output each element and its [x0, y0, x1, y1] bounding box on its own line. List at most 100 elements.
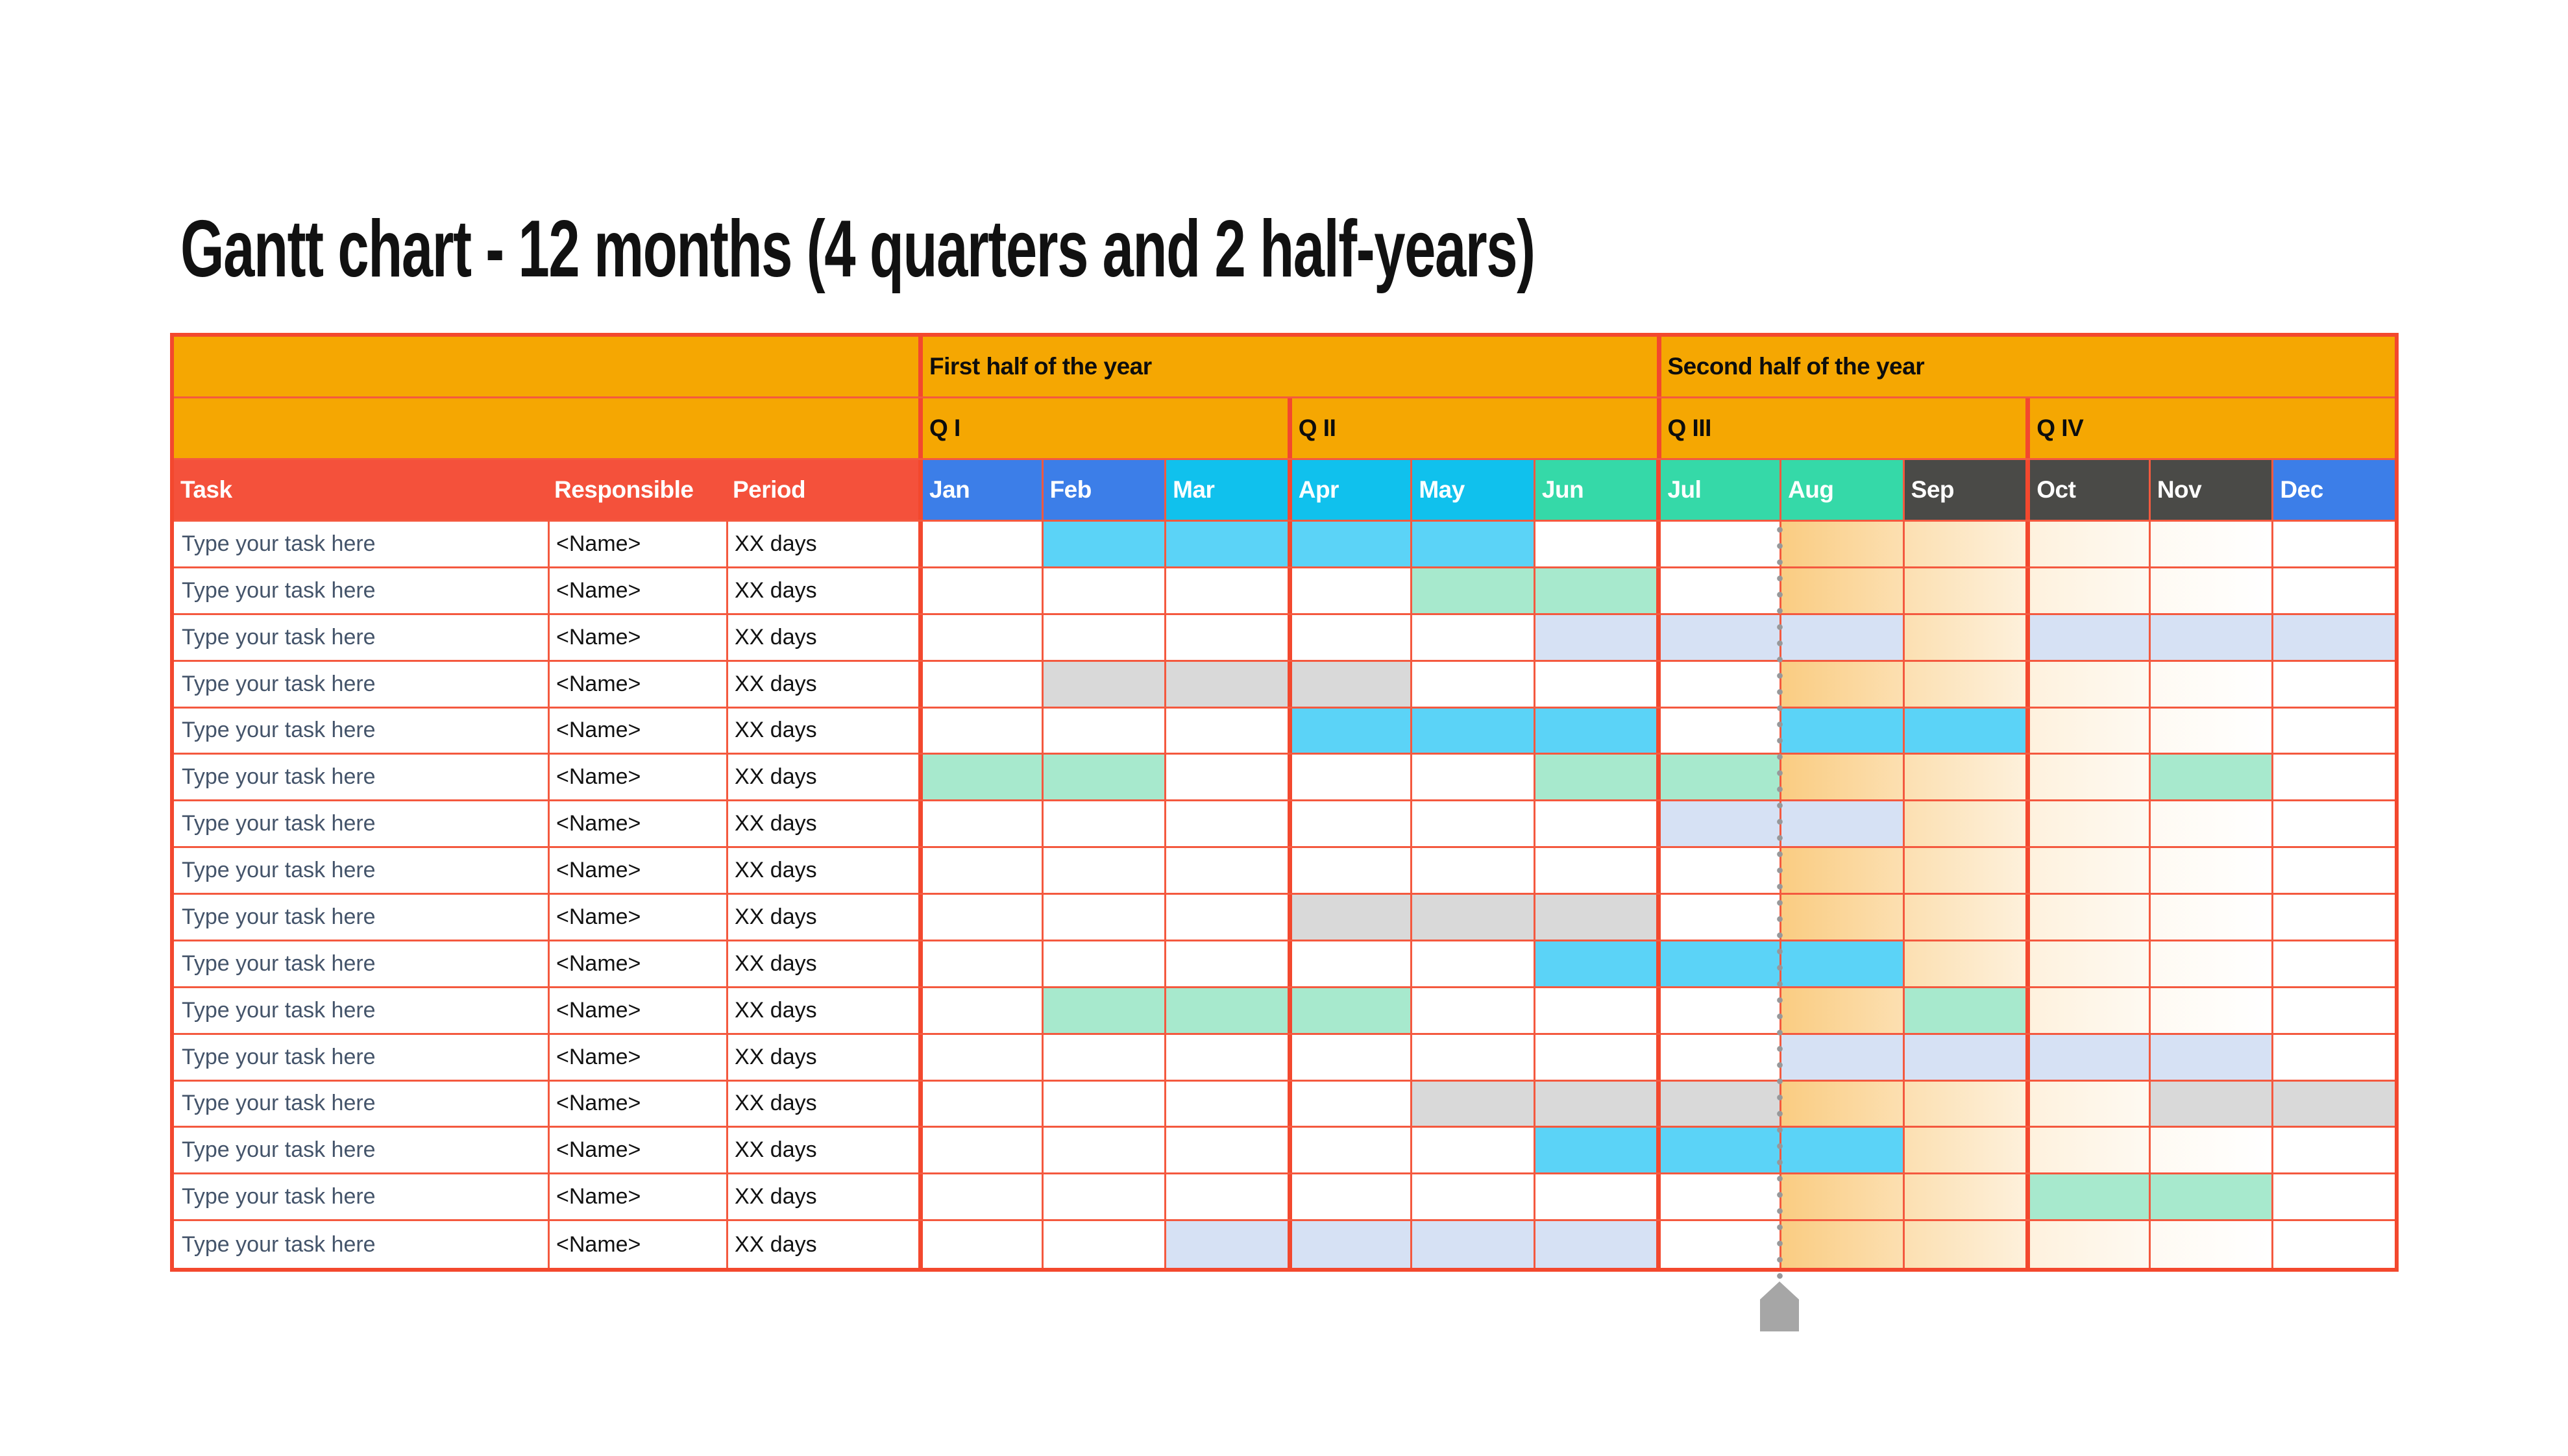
period-cell[interactable]: XX days: [726, 801, 918, 847]
month-cell-jun[interactable]: [1533, 1034, 1657, 1080]
month-cell-dec[interactable]: [2271, 522, 2395, 566]
responsible-cell[interactable]: <Name>: [548, 522, 726, 566]
month-cell-jun[interactable]: [1533, 1221, 1657, 1268]
month-cell-dec[interactable]: [2271, 1081, 2395, 1126]
month-cell-mar[interactable]: [1164, 614, 1288, 660]
month-cell-sep[interactable]: [1902, 988, 2026, 1033]
month-cell-jul[interactable]: [1656, 1221, 1779, 1268]
month-cell-oct[interactable]: [2025, 1174, 2149, 1220]
responsible-cell[interactable]: <Name>: [548, 1174, 726, 1220]
period-cell[interactable]: XX days: [726, 1128, 918, 1173]
responsible-cell[interactable]: <Name>: [548, 848, 726, 893]
month-cell-jan[interactable]: [918, 1174, 1042, 1220]
month-cell-aug[interactable]: [1779, 1034, 1903, 1080]
month-cell-jan[interactable]: [918, 708, 1042, 753]
month-cell-jan[interactable]: [918, 1081, 1042, 1126]
month-cell-mar[interactable]: [1164, 941, 1288, 986]
month-cell-nov[interactable]: [2148, 941, 2272, 986]
month-cell-oct[interactable]: [2025, 848, 2149, 893]
month-cell-jan[interactable]: [918, 614, 1042, 660]
month-cell-sep[interactable]: [1902, 1081, 2026, 1126]
month-cell-dec[interactable]: [2271, 801, 2395, 847]
period-cell[interactable]: XX days: [726, 522, 918, 566]
task-cell[interactable]: Type your task here: [174, 1128, 548, 1173]
month-cell-aug[interactable]: [1779, 988, 1903, 1033]
month-cell-may[interactable]: [1410, 895, 1534, 940]
month-cell-mar[interactable]: [1164, 1081, 1288, 1126]
period-cell[interactable]: XX days: [726, 661, 918, 707]
month-cell-oct[interactable]: [2025, 895, 2149, 940]
period-cell[interactable]: XX days: [726, 1081, 918, 1126]
month-cell-nov[interactable]: [2148, 1221, 2272, 1268]
month-cell-jul[interactable]: [1656, 1128, 1780, 1173]
month-cell-sep[interactable]: [1902, 801, 2026, 847]
month-cell-jun[interactable]: [1533, 801, 1657, 847]
month-cell-jan[interactable]: [918, 848, 1042, 893]
month-cell-jun[interactable]: [1533, 614, 1657, 660]
task-cell[interactable]: Type your task here: [174, 1221, 548, 1268]
month-cell-nov[interactable]: [2148, 708, 2272, 753]
month-cell-may[interactable]: [1410, 568, 1534, 613]
month-cell-apr[interactable]: [1287, 1128, 1411, 1173]
month-cell-feb[interactable]: [1041, 1128, 1165, 1173]
month-cell-mar[interactable]: [1164, 522, 1288, 566]
month-cell-feb[interactable]: [1041, 661, 1165, 707]
month-cell-nov[interactable]: [2148, 661, 2272, 707]
task-cell[interactable]: Type your task here: [174, 895, 548, 940]
month-cell-jan[interactable]: [918, 1221, 1042, 1268]
month-cell-dec[interactable]: [2271, 661, 2395, 707]
month-cell-jan[interactable]: [918, 988, 1042, 1033]
month-cell-jul[interactable]: [1656, 1081, 1780, 1126]
month-cell-may[interactable]: [1410, 522, 1534, 566]
responsible-cell[interactable]: <Name>: [548, 708, 726, 753]
month-cell-oct[interactable]: [2025, 661, 2149, 707]
month-cell-dec[interactable]: [2271, 755, 2395, 800]
month-cell-apr[interactable]: [1287, 1221, 1411, 1268]
month-cell-dec[interactable]: [2271, 988, 2395, 1033]
month-cell-sep[interactable]: [1902, 1128, 2026, 1173]
task-cell[interactable]: Type your task here: [174, 1174, 548, 1220]
month-cell-dec[interactable]: [2271, 1174, 2395, 1220]
period-cell[interactable]: XX days: [726, 568, 918, 613]
month-cell-dec[interactable]: [2271, 895, 2395, 940]
month-cell-oct[interactable]: [2025, 941, 2149, 986]
month-cell-feb[interactable]: [1041, 1081, 1165, 1126]
month-cell-nov[interactable]: [2148, 848, 2272, 893]
month-cell-mar[interactable]: [1164, 848, 1288, 893]
responsible-cell[interactable]: <Name>: [548, 801, 726, 847]
month-cell-jul[interactable]: [1656, 661, 1779, 707]
month-cell-oct[interactable]: [2025, 988, 2149, 1033]
period-cell[interactable]: XX days: [726, 1034, 918, 1080]
month-cell-dec[interactable]: [2271, 614, 2395, 660]
month-cell-jan[interactable]: [918, 941, 1042, 986]
task-cell[interactable]: Type your task here: [174, 988, 548, 1033]
responsible-cell[interactable]: <Name>: [548, 1081, 726, 1126]
month-cell-may[interactable]: [1410, 1128, 1534, 1173]
period-cell[interactable]: XX days: [726, 848, 918, 893]
task-cell[interactable]: Type your task here: [174, 1034, 548, 1080]
month-cell-may[interactable]: [1410, 988, 1534, 1033]
task-cell[interactable]: Type your task here: [174, 941, 548, 986]
task-cell[interactable]: Type your task here: [174, 661, 548, 707]
month-cell-jul[interactable]: [1656, 941, 1780, 986]
month-cell-sep[interactable]: [1902, 1034, 2026, 1080]
month-cell-aug[interactable]: [1779, 1221, 1903, 1268]
responsible-cell[interactable]: <Name>: [548, 568, 726, 613]
month-cell-apr[interactable]: [1287, 1081, 1411, 1126]
month-cell-may[interactable]: [1410, 848, 1534, 893]
month-cell-jun[interactable]: [1533, 848, 1657, 893]
period-cell[interactable]: XX days: [726, 1221, 918, 1268]
month-cell-jan[interactable]: [918, 568, 1042, 613]
month-cell-jun[interactable]: [1533, 1174, 1657, 1220]
month-cell-apr[interactable]: [1287, 941, 1411, 986]
month-cell-mar[interactable]: [1164, 568, 1288, 613]
month-cell-apr[interactable]: [1287, 1174, 1411, 1220]
month-cell-feb[interactable]: [1041, 755, 1165, 800]
month-cell-oct[interactable]: [2025, 801, 2149, 847]
month-cell-mar[interactable]: [1164, 1174, 1288, 1220]
month-cell-feb[interactable]: [1041, 988, 1165, 1033]
month-cell-mar[interactable]: [1164, 708, 1288, 753]
month-cell-jul[interactable]: [1656, 801, 1780, 847]
month-cell-apr[interactable]: [1287, 522, 1411, 566]
task-cell[interactable]: Type your task here: [174, 708, 548, 753]
